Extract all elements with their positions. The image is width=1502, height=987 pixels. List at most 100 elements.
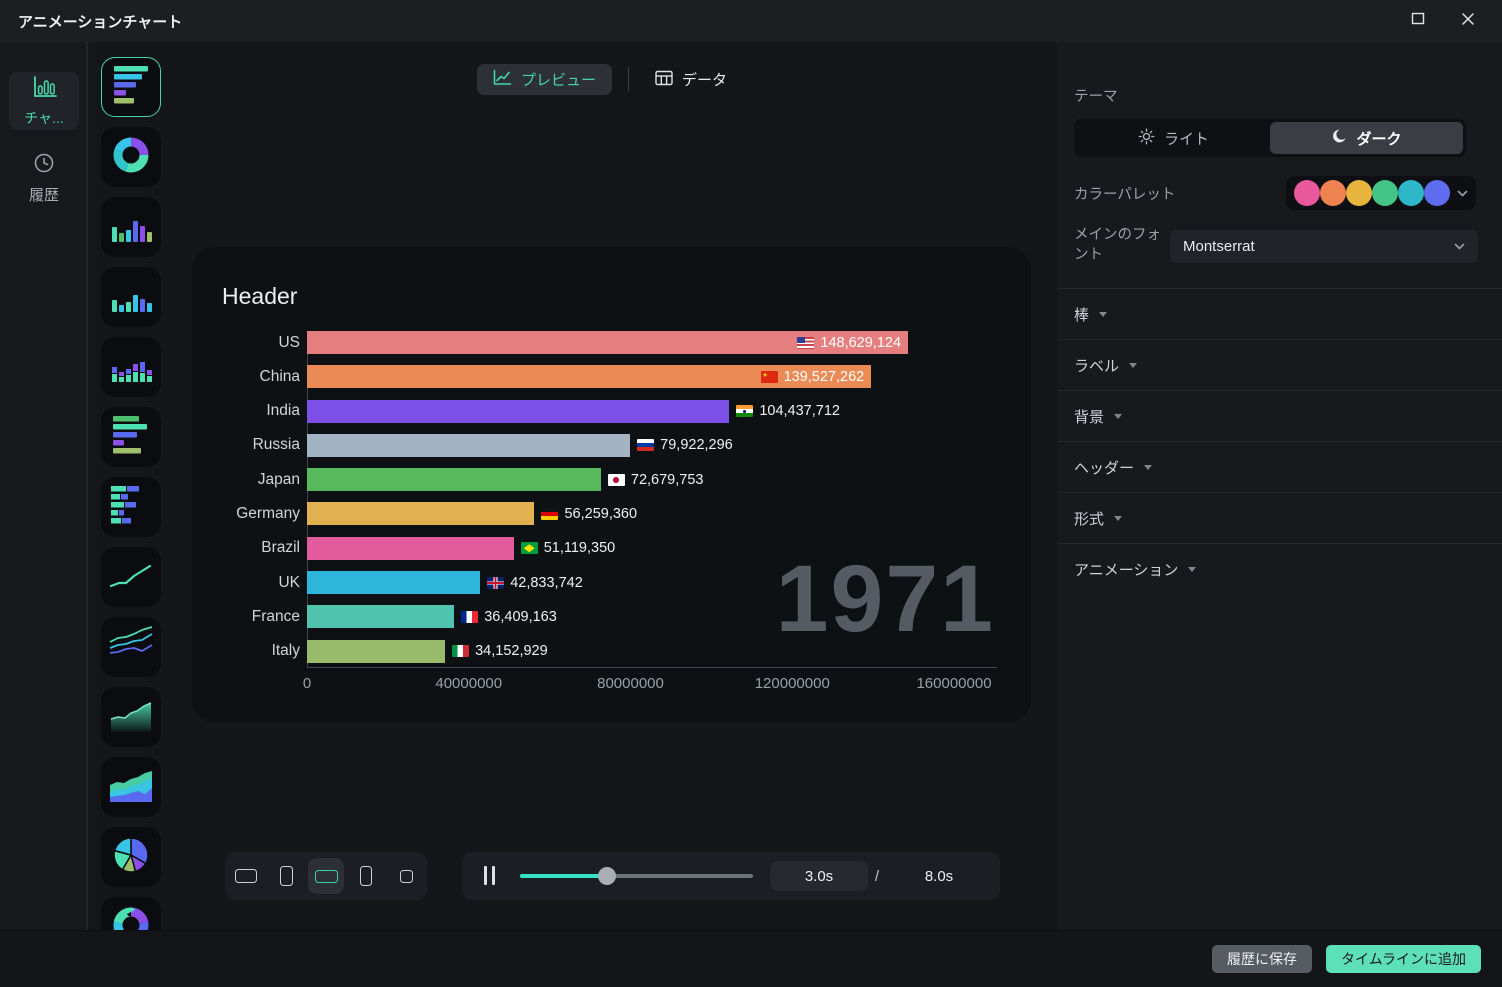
chart-type-donut[interactable] xyxy=(101,127,161,187)
chart-type-bars[interactable] xyxy=(101,407,161,467)
timeline-slider[interactable] xyxy=(520,867,753,885)
color-palette-selector[interactable] xyxy=(1286,176,1476,210)
chart-type-column2[interactable] xyxy=(101,267,161,327)
section-棒[interactable]: 棒 xyxy=(1058,288,1502,339)
bar-zone: 139,527,262 xyxy=(307,365,997,389)
section-アニメーション[interactable]: アニメーション xyxy=(1058,543,1502,594)
tab-data[interactable]: データ xyxy=(655,64,727,95)
bar-rows: US 148,629,124 China 139,527,262 India 104,43… xyxy=(222,331,997,663)
close-icon xyxy=(1461,12,1475,31)
nav-item-chart[interactable]: チャ... xyxy=(9,72,79,130)
bar-row: France 36,409,163 xyxy=(222,605,997,629)
aspect-21-9-icon xyxy=(314,869,338,883)
category-label: China xyxy=(259,367,301,385)
bar-germany xyxy=(307,502,535,526)
bar-china: 139,527,262 xyxy=(307,365,872,389)
category-label: France xyxy=(251,607,300,625)
aspect-9-16-button[interactable] xyxy=(268,858,304,894)
chart-type-pie[interactable] xyxy=(101,827,161,887)
theme-dark-label: ダーク xyxy=(1356,130,1402,148)
caret-down-icon xyxy=(1099,311,1108,317)
bars-chart-icon xyxy=(101,407,161,467)
chart-type-column[interactable] xyxy=(101,197,161,257)
theme-light-button[interactable]: ライト xyxy=(1077,122,1270,154)
sun-icon xyxy=(1138,128,1155,149)
bar-zone: 36,409,163 xyxy=(307,605,997,629)
aspect-1-1-icon xyxy=(399,869,413,883)
bar-row: US 148,629,124 xyxy=(222,331,997,354)
window-controls xyxy=(1408,11,1478,31)
palette-swatch-2[interactable] xyxy=(1320,180,1346,206)
aspect-1-1-button[interactable] xyxy=(388,858,424,894)
chart-type-bar-race[interactable] xyxy=(101,57,161,117)
nav-item-history[interactable]: 履歴 xyxy=(9,150,79,206)
chart-title: Header xyxy=(222,283,298,309)
tab-preview[interactable]: プレビュー xyxy=(477,64,613,95)
section-背景[interactable]: 背景 xyxy=(1058,390,1502,441)
bar-value: 34,152,929 xyxy=(475,643,548,660)
category-label: Germany xyxy=(236,504,300,522)
aspect-21-9-button[interactable] xyxy=(308,858,344,894)
aspect-4-5-icon xyxy=(360,866,372,886)
area-chart-icon xyxy=(101,687,161,747)
chevron-down-icon xyxy=(1457,190,1468,197)
category-label: US xyxy=(278,333,300,351)
aspect-16-9-button[interactable] xyxy=(228,858,264,894)
tab-data-label: データ xyxy=(682,72,728,89)
y-axis-line xyxy=(307,331,308,667)
current-time-field[interactable]: 3.0s xyxy=(770,861,868,891)
theme-dark-button[interactable]: ダーク xyxy=(1270,122,1463,154)
section-ラベル[interactable]: ラベル xyxy=(1058,339,1502,390)
maximize-button[interactable] xyxy=(1408,11,1428,31)
chart-type-area[interactable] xyxy=(101,687,161,747)
slider-fill xyxy=(520,874,608,878)
close-button[interactable] xyxy=(1458,11,1478,31)
aspect-4-5-button[interactable] xyxy=(348,858,384,894)
chart-type-stacked-bars[interactable] xyxy=(101,477,161,537)
bar-row: Japan 72,679,753 xyxy=(222,468,997,492)
palette-swatch-3[interactable] xyxy=(1346,180,1372,206)
bar-row: Russia 79,922,296 xyxy=(222,433,997,457)
theme-light-label: ライト xyxy=(1163,130,1209,148)
chart-type-multi-line[interactable] xyxy=(101,617,161,677)
tab-preview-label: プレビュー xyxy=(521,72,597,89)
palette-row: カラーパレット xyxy=(1074,176,1476,210)
section-形式[interactable]: 形式 xyxy=(1058,492,1502,543)
main-content: プレビュー データ Header 1971 US 148,629,124 China… xyxy=(172,42,1058,930)
palette-swatch-6[interactable] xyxy=(1424,180,1450,206)
chevron-down-icon xyxy=(1454,243,1465,250)
bar-row: Germany 56,259,360 xyxy=(222,502,997,526)
x-tick-label: 80000000 xyxy=(597,675,664,692)
stacked-area-chart-icon xyxy=(101,757,161,817)
add-timeline-button[interactable]: タイムラインに追加 xyxy=(1325,945,1481,973)
bar-uk xyxy=(307,571,481,595)
palette-swatch-5[interactable] xyxy=(1398,180,1424,206)
section-ヘッダー[interactable]: ヘッダー xyxy=(1058,441,1502,492)
chart-type-stacked-column[interactable] xyxy=(101,337,161,397)
setting-sections: 棒ラベル 背景 ヘッダー形式アニメーション xyxy=(1058,288,1502,594)
slider-thumb[interactable] xyxy=(598,867,617,885)
bar-zone: 79,922,296 xyxy=(307,433,997,457)
category-label: Russia xyxy=(252,436,300,454)
save-history-button[interactable]: 履歴に保存 xyxy=(1211,945,1312,973)
nav-chart-label: チャ... xyxy=(24,109,64,126)
playback-bar: 3.0s / 8.0s xyxy=(462,852,1000,900)
palette-swatch-4[interactable] xyxy=(1372,180,1398,206)
category-label: UK xyxy=(278,573,300,591)
palette-swatch-1[interactable] xyxy=(1294,180,1320,206)
font-value: Montserrat xyxy=(1183,237,1255,255)
bar-zone: 56,259,360 xyxy=(307,502,997,526)
section-label: 形式 xyxy=(1074,510,1105,528)
bar-value-group: 34,152,929 xyxy=(452,643,548,659)
bar-value: 51,119,350 xyxy=(543,540,616,557)
caret-down-icon xyxy=(1188,566,1197,572)
bar-value-group: 51,119,350 xyxy=(520,540,616,557)
pause-button[interactable] xyxy=(484,866,500,886)
font-dropdown[interactable]: Montserrat xyxy=(1170,229,1478,263)
chart-type-donut2[interactable] xyxy=(101,897,161,930)
chart-type-stacked-area[interactable] xyxy=(101,757,161,817)
chart-type-line[interactable] xyxy=(101,547,161,607)
bar-chart-icon xyxy=(31,75,57,104)
flag-cn-icon xyxy=(760,370,778,383)
total-time-value: 8.0s xyxy=(924,867,954,885)
